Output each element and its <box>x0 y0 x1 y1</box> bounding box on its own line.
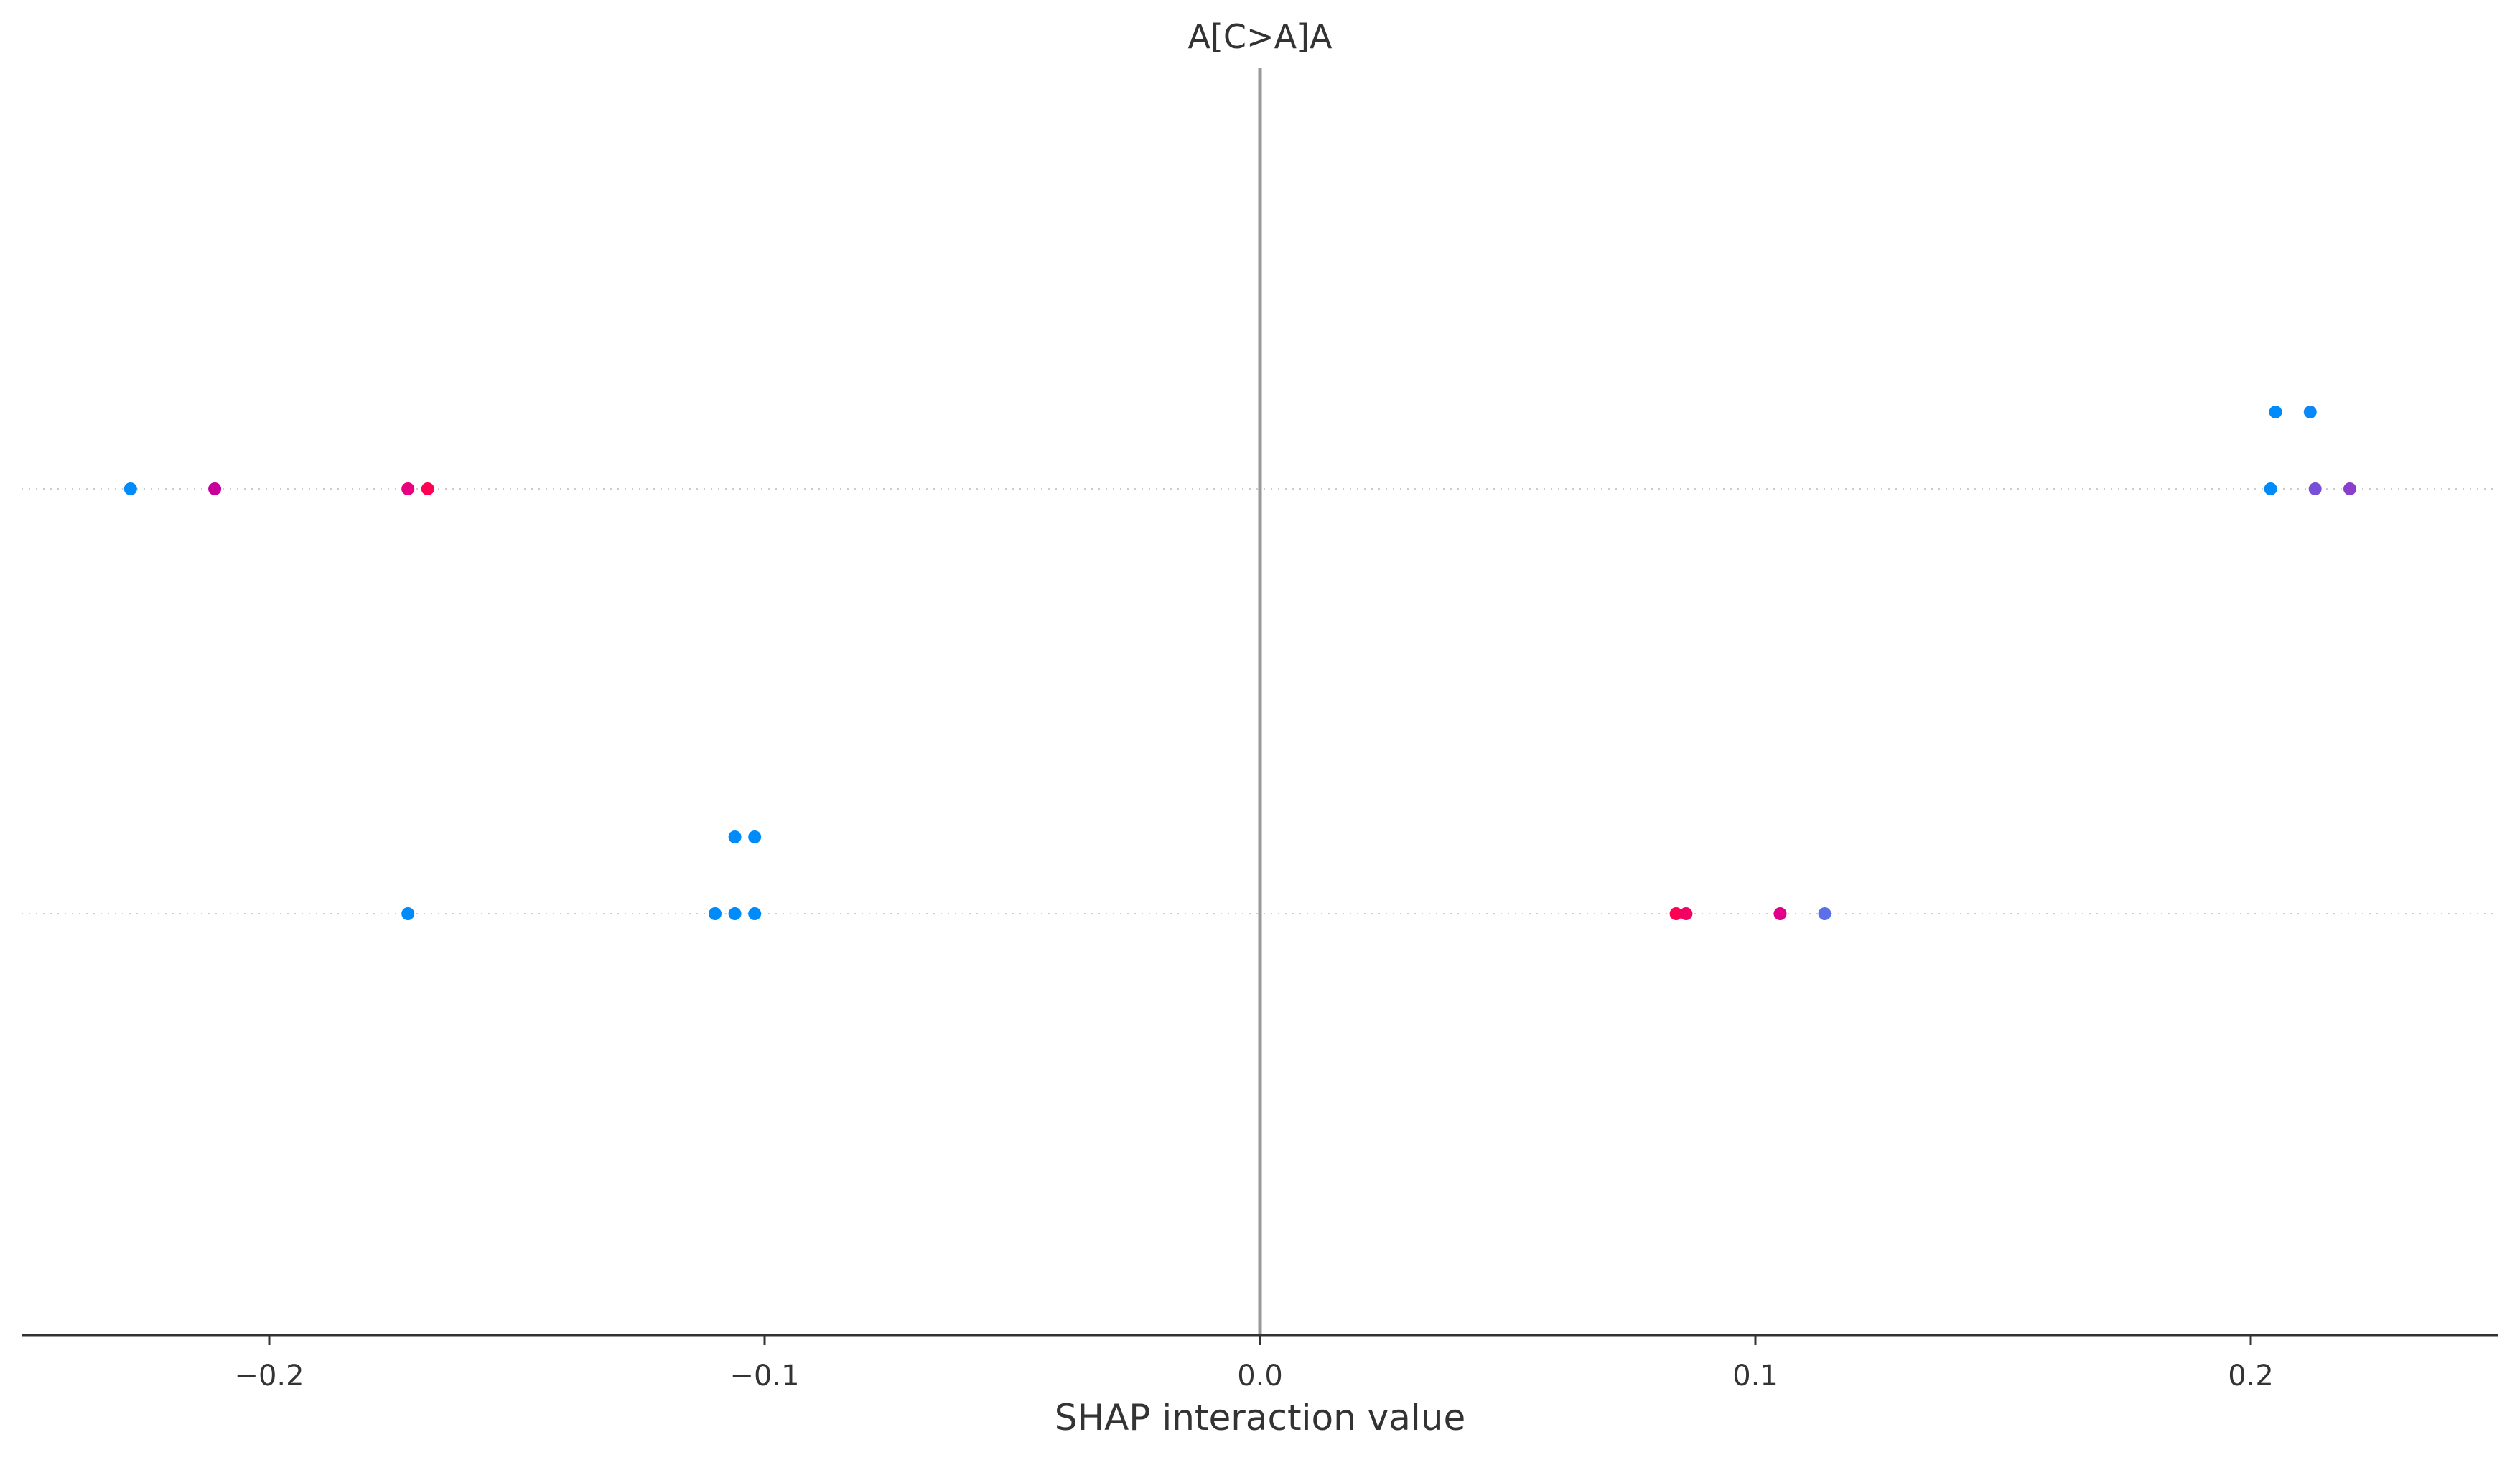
data-point <box>2308 482 2322 495</box>
data-point <box>728 830 742 843</box>
data-point <box>2343 482 2356 495</box>
data-point <box>1818 907 1831 920</box>
x-tick-label: −0.1 <box>729 1360 799 1393</box>
data-point <box>748 907 762 920</box>
data-point <box>2269 406 2282 418</box>
chart-title: A[C>A]A <box>1188 17 1333 56</box>
data-point <box>1773 907 1787 920</box>
x-tick-label: 0.0 <box>1237 1360 1283 1393</box>
data-point <box>401 907 415 920</box>
scatter-points <box>123 406 2356 920</box>
x-tick-label: 0.2 <box>2228 1360 2274 1393</box>
data-point <box>1669 907 1683 920</box>
data-point <box>401 482 415 495</box>
data-point <box>728 907 742 920</box>
data-point <box>2264 482 2277 495</box>
x-tick-label: −0.2 <box>234 1360 304 1393</box>
x-axis-ticks: −0.2 −0.1 0.0 0.1 0.2 <box>234 1335 2274 1393</box>
data-point <box>421 482 434 495</box>
data-point <box>123 482 137 495</box>
data-point <box>1679 907 1693 920</box>
data-point <box>208 482 222 495</box>
x-axis-label: SHAP interaction value <box>1055 1397 1465 1438</box>
data-point <box>709 907 722 920</box>
data-point <box>2303 406 2317 418</box>
x-tick-label: 0.1 <box>1732 1360 1778 1393</box>
data-point <box>748 830 762 843</box>
